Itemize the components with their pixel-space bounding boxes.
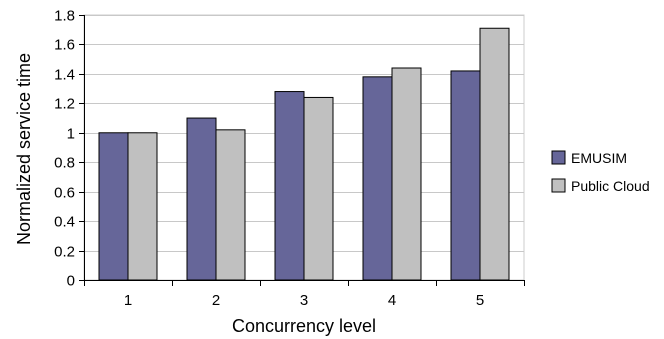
y-tick-label: 1.8 bbox=[54, 8, 75, 25]
y-tick-label: 0.4 bbox=[54, 214, 75, 231]
y-tick-label: 1.4 bbox=[54, 67, 75, 84]
legend-label: Public Cloud bbox=[571, 178, 650, 194]
bar-emusim-1 bbox=[98, 132, 129, 281]
bar-public-cloud-2 bbox=[215, 129, 246, 281]
x-axis-label: Concurrency level bbox=[232, 316, 376, 336]
x-tick-label: 1 bbox=[124, 292, 132, 309]
bars bbox=[98, 27, 510, 281]
y-axis-label: Normalized service time bbox=[14, 53, 34, 245]
y-tick-label: 1.2 bbox=[54, 96, 75, 113]
y-tick-label: 0.8 bbox=[54, 155, 75, 172]
y-tick-labels: 0 0.2 0.4 0.6 0.8 1 1.2 1.4 1.6 1.8 bbox=[54, 8, 75, 290]
bar-emusim-4 bbox=[362, 76, 393, 281]
y-tick-label: 1.6 bbox=[54, 37, 75, 54]
legend-swatch-public-cloud bbox=[551, 178, 566, 193]
legend-swatch-emusim bbox=[551, 150, 566, 165]
legend: EMUSIM Public Cloud bbox=[551, 150, 650, 194]
bar-emusim-3 bbox=[274, 91, 305, 281]
bar-emusim-5 bbox=[450, 70, 481, 281]
bar-public-cloud-5 bbox=[479, 27, 510, 281]
x-tick-labels: 1 2 3 4 5 bbox=[124, 292, 484, 309]
bar-public-cloud-4 bbox=[391, 67, 422, 281]
x-tick-label: 5 bbox=[476, 292, 484, 309]
axes bbox=[79, 15, 525, 286]
y-tick-label: 1 bbox=[67, 126, 75, 143]
bar-emusim-2 bbox=[186, 117, 217, 281]
x-tick-label: 3 bbox=[300, 292, 308, 309]
y-tick-label: 0.6 bbox=[54, 185, 75, 202]
x-tick-label: 2 bbox=[212, 292, 220, 309]
bar-public-cloud-1 bbox=[127, 132, 158, 281]
y-tick-label: 0.2 bbox=[54, 244, 75, 261]
bar-public-cloud-3 bbox=[303, 96, 334, 281]
y-tick-label: 0 bbox=[67, 273, 75, 290]
legend-label: EMUSIM bbox=[571, 150, 627, 166]
x-tick-label: 4 bbox=[388, 292, 396, 309]
